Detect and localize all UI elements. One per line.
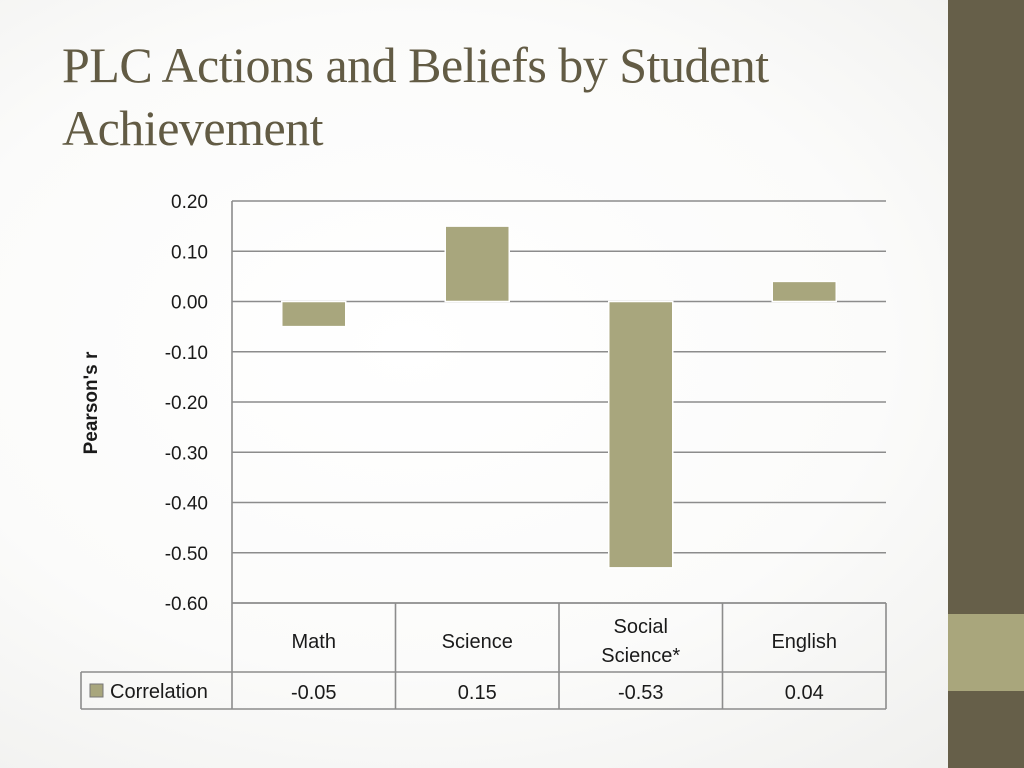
bar-science [444, 225, 510, 303]
bar-math [281, 300, 347, 328]
side-decoration-bar [948, 0, 1024, 768]
category-label: Math [292, 631, 336, 653]
legend-swatch [89, 683, 104, 698]
y-tick-label: -0.60 [165, 594, 208, 615]
bar-english [771, 280, 837, 303]
bar-social-science [608, 300, 674, 569]
y-tick-label: 0.20 [171, 192, 208, 213]
slide-title: PLC Actions and Beliefs by Student Achie… [62, 37, 769, 156]
data-label: 0.04 [785, 682, 824, 704]
y-tick-label: -0.40 [165, 494, 208, 515]
y-tick-label: 0.10 [171, 242, 208, 263]
data-label: -0.05 [291, 682, 337, 704]
category-label: Science [442, 631, 513, 653]
y-tick-label: -0.10 [165, 343, 208, 364]
legend-label: Correlation [110, 681, 208, 703]
y-axis-title: Pearson's r [81, 351, 102, 454]
y-tick-label: -0.50 [165, 544, 208, 565]
side-bar-accent-band [948, 614, 1024, 691]
y-tick-label: 0.00 [171, 293, 208, 314]
correlation-bar-chart: 0.20 0.10 0.00 -0.10 -0.20 -0.30 -0.40 -0.50 -0.… [80, 192, 887, 710]
data-label: -0.53 [618, 682, 664, 704]
data-label: 0.15 [458, 682, 497, 704]
y-tick-label: -0.30 [165, 443, 208, 464]
category-label: Social Science* [601, 616, 680, 667]
y-tick-label: -0.20 [165, 393, 208, 414]
category-label: English [771, 631, 837, 653]
